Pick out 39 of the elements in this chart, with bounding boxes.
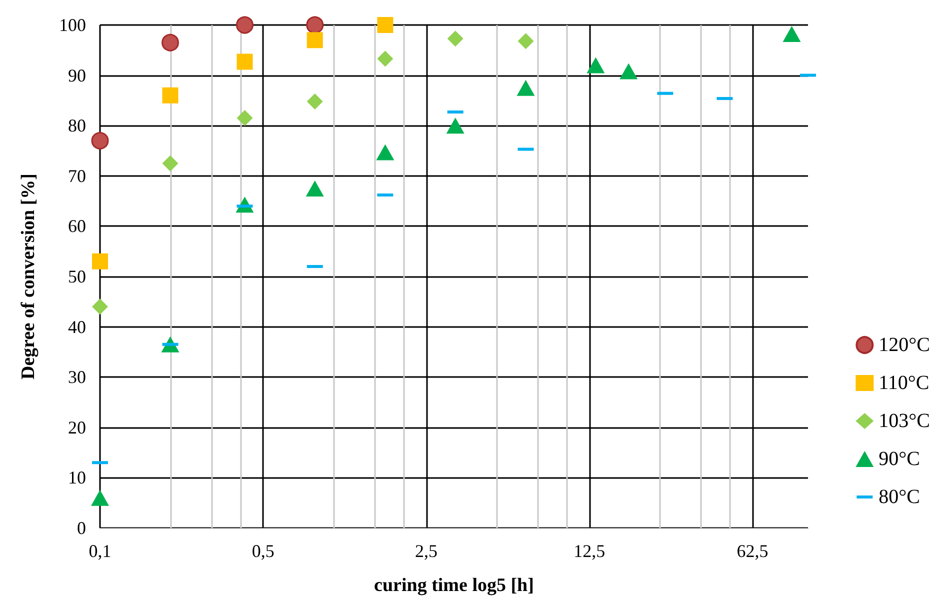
x-tick-label: 12,5: [574, 541, 606, 561]
y-tick-label: 30: [68, 367, 86, 388]
x-tick-label: 0,1: [88, 541, 112, 561]
legend-label: 103°C: [878, 410, 930, 432]
point: [376, 144, 394, 160]
point: [162, 155, 178, 172]
point: [91, 490, 109, 506]
legend-label: 80°C: [878, 486, 920, 508]
point: [377, 50, 394, 67]
point: [306, 16, 324, 34]
point: [92, 253, 108, 270]
y-tick-label: 70: [68, 166, 86, 186]
point: [447, 30, 464, 47]
point: [162, 34, 180, 52]
point: [91, 132, 109, 150]
x-tick-label: 62,5: [736, 541, 768, 561]
y-tick-label: 90: [68, 65, 86, 86]
point: [306, 93, 323, 110]
point: [306, 32, 323, 48]
y-tick-label: 10: [68, 468, 86, 488]
y-tick-label: 60: [68, 216, 86, 236]
point: [446, 118, 464, 134]
y-tick-label: 100: [59, 15, 86, 35]
point: [162, 87, 178, 104]
legend-label: 110°C: [878, 372, 930, 394]
y-tick-label: 50: [68, 266, 86, 286]
point: [306, 180, 324, 196]
x-tick-label: 0,5: [252, 541, 274, 561]
y-tick-label: 0: [77, 518, 86, 538]
point: [377, 17, 394, 33]
point: [92, 298, 108, 315]
x-axis-title: curing time log5 [h]: [374, 575, 534, 596]
legend-label: 90°C: [878, 448, 920, 470]
y-axis-title: Degree of conversion [%]: [18, 174, 39, 380]
legend-label: 120°C: [878, 334, 930, 356]
x-tick-label: 2,5: [415, 541, 438, 561]
y-tick-label: 40: [68, 316, 86, 337]
y-tick-label: 80: [68, 116, 86, 136]
y-tick-label: 20: [68, 417, 86, 438]
